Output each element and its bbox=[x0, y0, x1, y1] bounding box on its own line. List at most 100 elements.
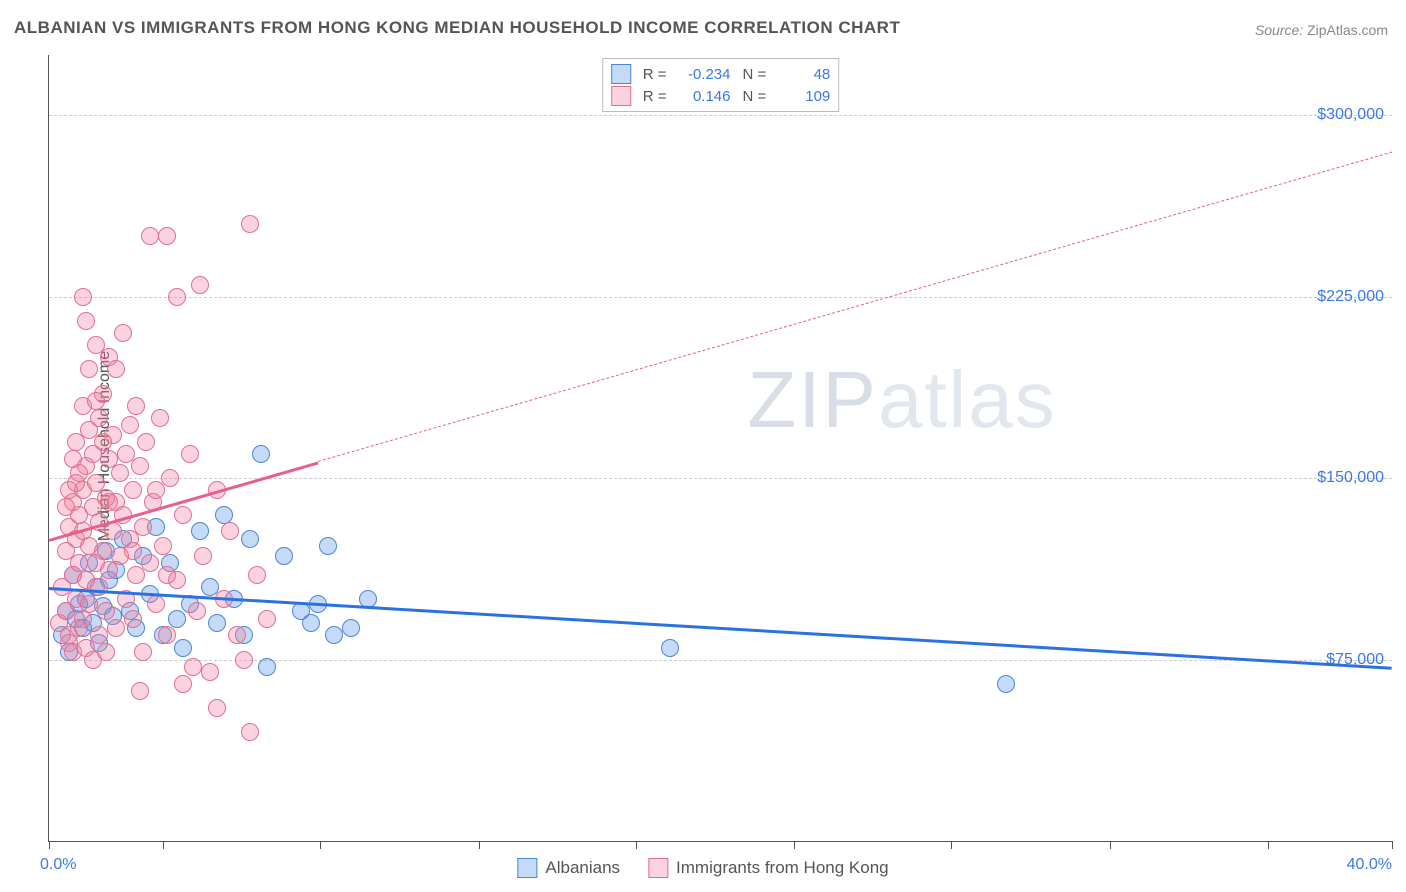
scatter-point-series-1 bbox=[90, 626, 108, 644]
x-tick bbox=[1268, 841, 1269, 849]
source-attribution: Source: ZipAtlas.com bbox=[1255, 22, 1388, 38]
source-value: ZipAtlas.com bbox=[1307, 22, 1388, 38]
x-tick bbox=[320, 841, 321, 849]
scatter-point-series-1 bbox=[87, 336, 105, 354]
gridline bbox=[49, 478, 1392, 479]
scatter-point-series-1 bbox=[104, 522, 122, 540]
scatter-point-series-1 bbox=[131, 457, 149, 475]
scatter-point-series-0 bbox=[319, 537, 337, 555]
scatter-point-series-1 bbox=[194, 547, 212, 565]
trend-line-extrapolated bbox=[317, 152, 1392, 463]
scatter-point-series-1 bbox=[174, 506, 192, 524]
gridline bbox=[49, 297, 1392, 298]
x-tick bbox=[479, 841, 480, 849]
x-tick bbox=[49, 841, 50, 849]
scatter-point-series-1 bbox=[124, 481, 142, 499]
scatter-point-series-0 bbox=[168, 610, 186, 628]
x-tick bbox=[636, 841, 637, 849]
stats-row-series-0: R = -0.234 N = 48 bbox=[611, 63, 831, 85]
scatter-point-series-1 bbox=[158, 566, 176, 584]
scatter-point-series-1 bbox=[158, 626, 176, 644]
r-value-series-0: -0.234 bbox=[675, 66, 731, 83]
scatter-point-series-0 bbox=[342, 619, 360, 637]
scatter-point-series-1 bbox=[80, 595, 98, 613]
scatter-point-series-1 bbox=[168, 288, 186, 306]
scatter-point-series-1 bbox=[241, 723, 259, 741]
r-value-series-1: 0.146 bbox=[675, 88, 731, 105]
scatter-point-series-1 bbox=[114, 324, 132, 342]
x-tick bbox=[163, 841, 164, 849]
legend-swatch-series-1 bbox=[648, 858, 668, 878]
y-tick-label: $225,000 bbox=[1317, 288, 1384, 306]
scatter-point-series-0 bbox=[258, 658, 276, 676]
series-legend: Albanians Immigrants from Hong Kong bbox=[517, 858, 888, 878]
x-axis-min-label: 0.0% bbox=[40, 856, 76, 874]
scatter-point-series-1 bbox=[127, 397, 145, 415]
gridline bbox=[49, 115, 1392, 116]
scatter-point-series-1 bbox=[151, 409, 169, 427]
legend-swatch-series-0 bbox=[517, 858, 537, 878]
scatter-point-series-0 bbox=[275, 547, 293, 565]
legend-item-series-1: Immigrants from Hong Kong bbox=[648, 858, 889, 878]
watermark-thin: atlas bbox=[878, 355, 1057, 444]
scatter-point-series-1 bbox=[191, 276, 209, 294]
scatter-point-series-1 bbox=[80, 360, 98, 378]
scatter-point-series-0 bbox=[252, 445, 270, 463]
scatter-point-series-1 bbox=[94, 542, 112, 560]
scatter-point-series-1 bbox=[141, 227, 159, 245]
scatter-point-series-1 bbox=[60, 481, 78, 499]
scatter-point-series-0 bbox=[191, 522, 209, 540]
legend-swatch-series-1 bbox=[611, 86, 631, 106]
x-tick bbox=[1110, 841, 1111, 849]
plot-area: ZIPatlas R = -0.234 N = 48 R = 0.146 N =… bbox=[48, 55, 1392, 842]
n-value-series-1: 109 bbox=[774, 88, 830, 105]
legend-label-series-0: Albanians bbox=[545, 858, 620, 878]
scatter-point-series-1 bbox=[141, 554, 159, 572]
scatter-point-series-1 bbox=[97, 643, 115, 661]
n-label: N = bbox=[743, 88, 767, 105]
scatter-point-series-1 bbox=[235, 651, 253, 669]
source-label: Source: bbox=[1255, 22, 1303, 38]
scatter-point-series-1 bbox=[131, 682, 149, 700]
y-tick-label: $150,000 bbox=[1317, 469, 1384, 487]
r-label: R = bbox=[643, 88, 667, 105]
scatter-point-series-1 bbox=[107, 619, 125, 637]
scatter-point-series-1 bbox=[124, 610, 142, 628]
scatter-point-series-1 bbox=[97, 602, 115, 620]
scatter-point-series-1 bbox=[121, 416, 139, 434]
scatter-point-series-0 bbox=[661, 639, 679, 657]
scatter-point-series-1 bbox=[107, 360, 125, 378]
n-value-series-0: 48 bbox=[774, 66, 830, 83]
scatter-point-series-0 bbox=[215, 506, 233, 524]
scatter-point-series-1 bbox=[158, 227, 176, 245]
scatter-point-series-1 bbox=[221, 522, 239, 540]
scatter-point-series-0 bbox=[241, 530, 259, 548]
scatter-point-series-0 bbox=[325, 626, 343, 644]
scatter-point-series-1 bbox=[77, 312, 95, 330]
legend-swatch-series-0 bbox=[611, 64, 631, 84]
scatter-point-series-1 bbox=[87, 392, 105, 410]
watermark: ZIPatlas bbox=[747, 354, 1056, 446]
x-tick bbox=[794, 841, 795, 849]
correlation-stats-box: R = -0.234 N = 48 R = 0.146 N = 109 bbox=[602, 58, 840, 112]
scatter-point-series-1 bbox=[64, 450, 82, 468]
x-tick bbox=[951, 841, 952, 849]
scatter-point-series-1 bbox=[228, 626, 246, 644]
scatter-point-series-0 bbox=[997, 675, 1015, 693]
scatter-point-series-1 bbox=[94, 433, 112, 451]
scatter-point-series-1 bbox=[137, 433, 155, 451]
scatter-point-series-1 bbox=[147, 595, 165, 613]
legend-label-series-1: Immigrants from Hong Kong bbox=[676, 858, 889, 878]
scatter-point-series-1 bbox=[208, 699, 226, 717]
scatter-point-series-1 bbox=[174, 675, 192, 693]
r-label: R = bbox=[643, 66, 667, 83]
scatter-point-series-1 bbox=[154, 537, 172, 555]
y-tick-label: $300,000 bbox=[1317, 106, 1384, 124]
scatter-point-series-1 bbox=[134, 643, 152, 661]
scatter-point-series-1 bbox=[57, 498, 75, 516]
scatter-point-series-1 bbox=[90, 409, 108, 427]
scatter-point-series-1 bbox=[181, 445, 199, 463]
scatter-point-series-1 bbox=[70, 619, 88, 637]
x-tick bbox=[1392, 841, 1393, 849]
n-label: N = bbox=[743, 66, 767, 83]
